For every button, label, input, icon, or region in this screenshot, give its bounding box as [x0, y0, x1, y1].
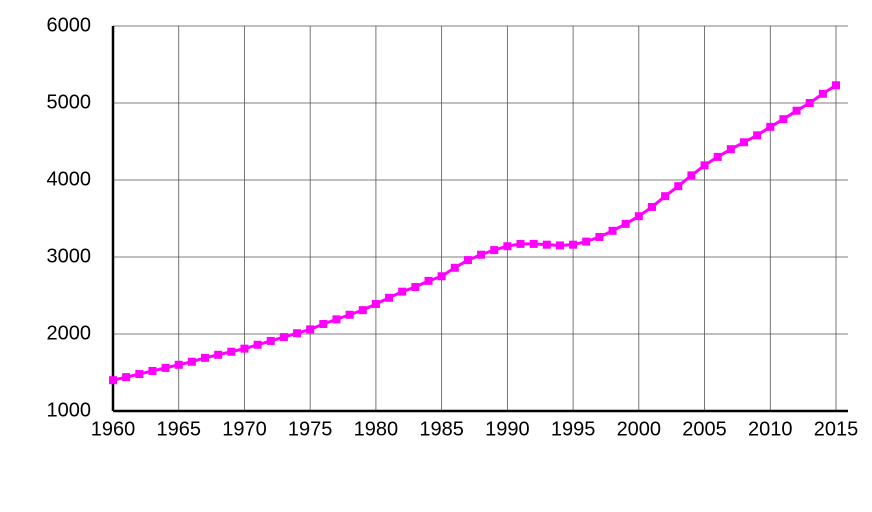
x-tick-label: 1995 [551, 418, 596, 440]
marker [516, 239, 525, 248]
marker [621, 219, 630, 228]
marker [555, 241, 564, 250]
marker [753, 131, 762, 140]
marker [385, 293, 394, 302]
marker [647, 202, 656, 211]
marker [608, 226, 617, 235]
y-tick-label: 3000 [47, 245, 92, 267]
marker [279, 333, 288, 342]
y-tick-label: 2000 [47, 322, 92, 344]
marker [450, 263, 459, 272]
x-tick-label: 2000 [617, 418, 662, 440]
marker [253, 340, 262, 349]
marker [818, 89, 827, 98]
y-tick-label: 4000 [47, 168, 92, 190]
marker [700, 161, 709, 170]
y-tick-label: 6000 [47, 14, 92, 36]
marker [503, 242, 512, 251]
marker [109, 376, 117, 385]
marker [371, 299, 380, 308]
marker [437, 272, 446, 281]
marker [661, 192, 670, 201]
marker [358, 306, 367, 315]
marker [135, 370, 144, 379]
marker [345, 310, 354, 319]
x-tick-label: 1985 [419, 418, 464, 440]
marker [477, 250, 486, 259]
marker [726, 145, 735, 154]
marker [240, 344, 249, 353]
marker [148, 366, 157, 375]
x-tick-label: 1965 [156, 418, 201, 440]
marker [490, 246, 499, 255]
marker [266, 336, 275, 345]
marker [542, 240, 551, 249]
y-tick-label: 5000 [47, 91, 92, 113]
marker [293, 329, 302, 338]
marker [187, 357, 196, 366]
marker [634, 212, 643, 221]
marker [674, 182, 683, 191]
marker [122, 373, 131, 382]
line [112, 84, 837, 382]
marker [214, 350, 223, 359]
y-tick-label: 1000 [47, 399, 92, 421]
x-tick-label: 1970 [222, 418, 267, 440]
marker [411, 283, 420, 292]
marker [779, 115, 788, 124]
x-tick-label: 2010 [748, 418, 793, 440]
x-tick-label: 1990 [485, 418, 530, 440]
marker [805, 99, 814, 107]
x-tick-label: 1975 [288, 418, 333, 440]
marker [739, 138, 748, 147]
marker [319, 319, 328, 328]
marker [398, 287, 407, 296]
marker [201, 353, 210, 362]
marker [529, 239, 538, 248]
marker [713, 152, 722, 161]
marker [792, 106, 801, 115]
x-tick-label: 2005 [682, 418, 727, 440]
x-tick-label: 2015 [814, 418, 859, 440]
marker [766, 122, 775, 131]
marker [582, 237, 591, 246]
marker [332, 315, 341, 324]
marker [424, 276, 433, 285]
marker [463, 256, 472, 265]
marker [569, 240, 578, 249]
marker [832, 81, 840, 90]
marker [227, 347, 236, 356]
marker [161, 363, 170, 372]
marker [174, 360, 183, 369]
x-tick-label: 1960 [91, 418, 136, 440]
marker [595, 232, 604, 241]
marker [687, 171, 696, 180]
marker [306, 325, 315, 334]
x-tick-label: 1980 [354, 418, 399, 440]
